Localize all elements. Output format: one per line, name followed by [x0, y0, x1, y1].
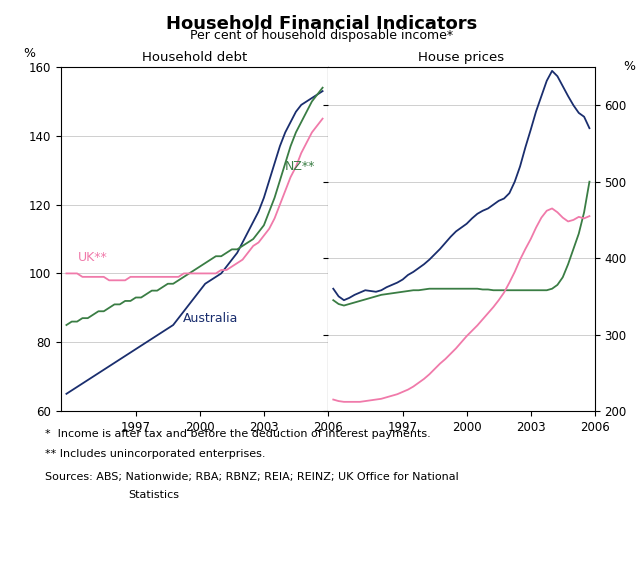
Title: House prices: House prices [419, 51, 504, 65]
Text: ** Includes unincorporated enterprises.: ** Includes unincorporated enterprises. [45, 449, 266, 459]
Y-axis label: %: % [624, 60, 635, 73]
Y-axis label: %: % [23, 47, 35, 60]
Text: Per cent of household disposable income*: Per cent of household disposable income* [190, 29, 453, 42]
Title: Household debt: Household debt [142, 51, 247, 65]
Text: Australia: Australia [183, 311, 238, 325]
Text: Sources: ABS; Nationwide; RBA; RBNZ; REIA; REINZ; UK Office for National: Sources: ABS; Nationwide; RBA; RBNZ; REI… [45, 472, 458, 482]
Text: UK**: UK** [78, 251, 108, 264]
Text: Household Financial Indicators: Household Financial Indicators [166, 15, 477, 33]
Text: NZ**: NZ** [285, 160, 316, 173]
Text: Statistics: Statistics [129, 490, 179, 500]
Text: *  Income is after tax and before the deduction of interest payments.: * Income is after tax and before the ded… [45, 429, 431, 438]
